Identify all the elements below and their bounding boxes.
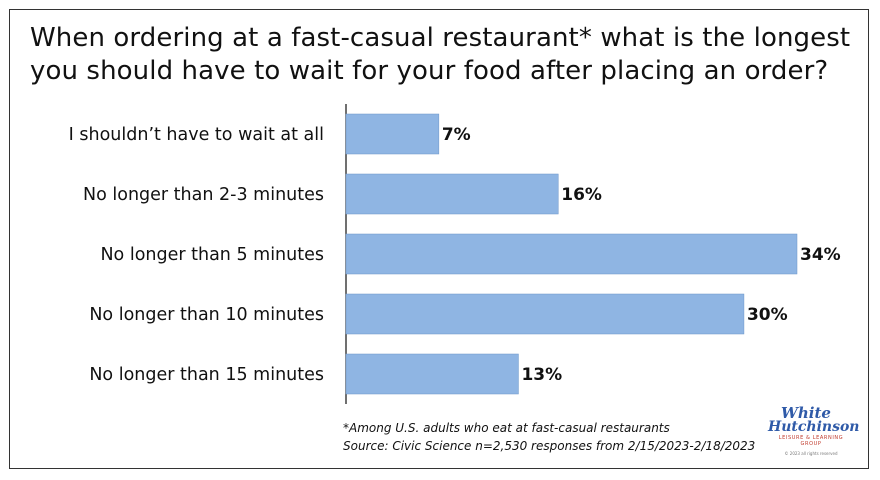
bar xyxy=(345,353,519,395)
chart-title: When ordering at a fast-casual restauran… xyxy=(30,22,850,88)
category-label: No longer than 2-3 minutes xyxy=(83,185,324,205)
footnotes: *Among U.S. adults who eat at fast-casua… xyxy=(343,419,755,455)
bar xyxy=(345,173,559,215)
white-hutchinson-logo: White Hutchinson LEISURE & LEARNING GROU… xyxy=(760,404,860,462)
category-label: No longer than 5 minutes xyxy=(100,245,324,265)
data-label: 16% xyxy=(561,185,602,205)
bar xyxy=(345,293,745,335)
chart-title-line-2: you should have to wait for your food af… xyxy=(30,56,829,86)
data-label: 13% xyxy=(521,365,562,385)
logo-tagline: LEISURE & LEARNING GROUP xyxy=(778,435,844,447)
bar xyxy=(345,113,440,155)
data-label: 7% xyxy=(442,125,471,145)
bar xyxy=(345,233,798,275)
data-label: 34% xyxy=(800,245,841,265)
data-label: 30% xyxy=(747,305,788,325)
footnote-note: *Among U.S. adults who eat at fast-casua… xyxy=(343,421,670,435)
chart-title-line-1: When ordering at a fast-casual restauran… xyxy=(30,23,851,53)
footnote-source: Source: Civic Science n=2,530 responses … xyxy=(343,439,756,453)
logo-copyright: © 2023 all rights reserved xyxy=(784,451,838,456)
category-label: No longer than 15 minutes xyxy=(89,365,324,385)
logo-line-2: Hutchinson xyxy=(768,419,860,435)
category-label: I shouldn’t have to wait at all xyxy=(69,125,324,145)
logo-line-1: White xyxy=(781,404,831,422)
category-label: No longer than 10 minutes xyxy=(89,305,324,325)
